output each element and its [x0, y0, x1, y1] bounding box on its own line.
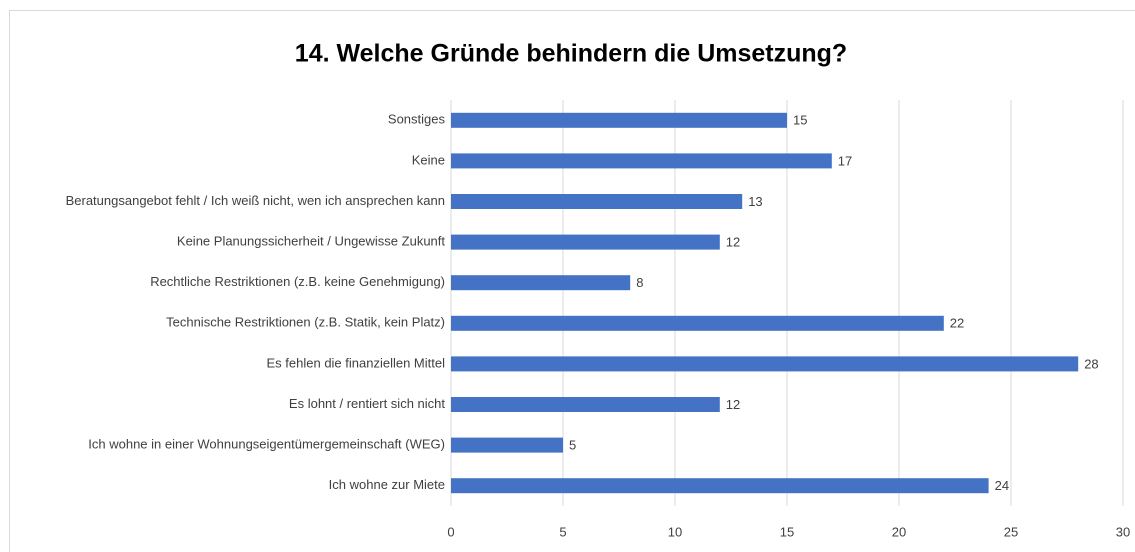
- x-tick-label: 0: [447, 524, 454, 539]
- data-label: 15: [793, 113, 807, 128]
- x-tick-label: 30: [1116, 524, 1130, 539]
- y-tick-label: Es fehlen die finanziellen Mittel: [267, 355, 446, 370]
- chart-title: 14. Welche Gründe behindern die Umsetzun…: [295, 40, 847, 68]
- y-tick-label: Sonstiges: [388, 112, 446, 127]
- x-tick-label: 25: [1004, 524, 1018, 539]
- bar: [451, 397, 720, 412]
- bar: [451, 234, 720, 250]
- bar: [451, 437, 563, 453]
- y-tick-label: Technische Restriktionen (z.B. Statik, k…: [166, 315, 445, 330]
- bar: [451, 315, 944, 331]
- data-label: 13: [748, 194, 762, 209]
- data-label: 12: [726, 397, 740, 412]
- x-tick-label: 5: [559, 524, 566, 539]
- bar: [451, 356, 1079, 372]
- data-label: 28: [1084, 356, 1098, 371]
- y-tick-label: Keine Planungssicherheit / Ungewisse Zuk…: [177, 234, 445, 249]
- chart-border: [9, 10, 1135, 552]
- y-tick-label: Beratungsangebot fehlt / Ich weiß nicht,…: [66, 193, 445, 208]
- y-tick-label: Rechtliche Restriktionen (z.B. keine Gen…: [150, 274, 445, 289]
- bar: [451, 478, 989, 494]
- y-tick-label: Ich wohne in einer Wohnungseigentümergem…: [88, 437, 445, 452]
- bar: [451, 194, 743, 209]
- data-label: 17: [838, 153, 852, 168]
- y-tick-label: Keine: [412, 152, 445, 167]
- y-tick-label: Ich wohne zur Miete: [329, 477, 445, 492]
- data-label: 5: [569, 438, 576, 453]
- data-label: 12: [726, 235, 740, 250]
- bar: [451, 153, 832, 169]
- y-tick-label: Es lohnt / rentiert sich nicht: [289, 396, 445, 411]
- bar: [451, 275, 631, 291]
- x-tick-label: 15: [780, 524, 794, 539]
- data-label: 8: [636, 275, 643, 290]
- x-tick-label: 10: [668, 524, 682, 539]
- data-label: 22: [950, 316, 964, 331]
- bar: [451, 112, 787, 128]
- x-tick-label: 20: [892, 524, 906, 539]
- data-label: 24: [995, 478, 1009, 493]
